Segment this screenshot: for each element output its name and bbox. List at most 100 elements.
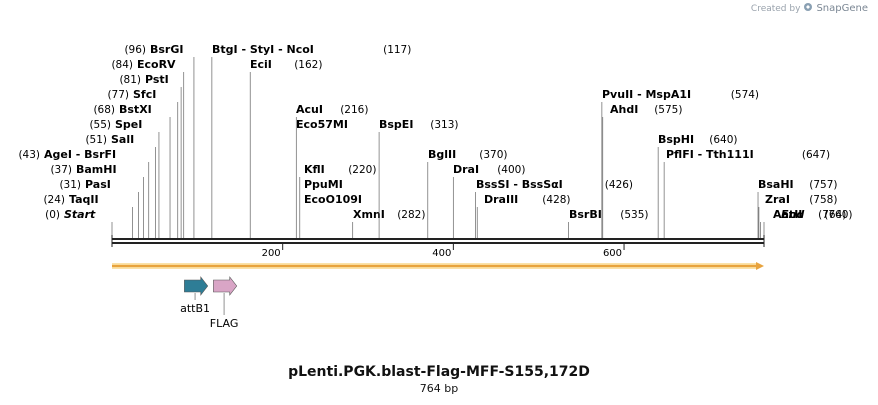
snapgene-logo-icon <box>803 2 813 15</box>
sequence-backbone <box>111 235 765 247</box>
site-name: PvuII - MspA1I <box>602 88 691 101</box>
end-marker-name: Start <box>64 208 96 221</box>
site-position: (162) <box>294 59 322 71</box>
site-position: (37) <box>50 164 72 176</box>
site-name: BglII <box>428 148 456 161</box>
site-position: (216) <box>340 104 368 116</box>
orf-arrow <box>112 262 764 270</box>
site-name: DraIII <box>484 193 518 206</box>
credit-prefix: Created by <box>750 3 801 14</box>
restriction-site: SfcI (77) <box>107 88 179 238</box>
site-position: (43) <box>18 149 40 161</box>
feature-arrow <box>213 276 238 296</box>
site-position: (117) <box>383 44 411 56</box>
ruler-ticks: 200 400 600 <box>262 243 625 259</box>
restriction-site: BspEI (313) <box>378 118 458 238</box>
site-position: (31) <box>59 179 81 191</box>
restriction-site: BspHI (640) <box>657 133 737 238</box>
restriction-site: PstI (81) <box>119 73 182 238</box>
restriction-site: TaqII (24) <box>43 193 133 238</box>
site-position: (220) <box>348 164 376 176</box>
restriction-site: AhdI (575) <box>602 103 682 238</box>
orf-arrowhead <box>756 262 764 270</box>
restriction-site: SpeI (55) <box>89 118 160 238</box>
restriction-site: BsrBI (535) <box>568 208 648 238</box>
site-position: (760) <box>824 209 852 221</box>
site-position: (647) <box>802 149 830 161</box>
site-name: EcoRV <box>137 58 176 71</box>
site-name: AgeI - BsrFI <box>44 148 116 161</box>
site-position: (574) <box>731 89 759 101</box>
feature-attb1: attB1 <box>180 276 210 315</box>
ruler-tick-label: 200 <box>262 248 281 259</box>
restriction-site: Eco57MI <box>296 118 348 131</box>
site-name: SalI <box>111 133 134 146</box>
restriction-site: PvuII - MspA1I (574) <box>601 88 759 238</box>
site-position: (757) <box>809 179 837 191</box>
ruler-tick-label: 400 <box>432 248 451 259</box>
feature-label: FLAG <box>210 317 239 330</box>
feature-flag: FLAG <box>210 276 239 330</box>
site-name: TaqII <box>69 193 99 206</box>
site-position: (764) <box>818 209 846 221</box>
site-name: KflI <box>304 163 325 176</box>
restriction-site: BtgI - StyI - NcoI (117) <box>211 43 411 238</box>
restriction-site: BglII (370) <box>427 148 507 238</box>
restriction-site: KflI (220) <box>299 163 376 238</box>
site-name: BsaHI <box>758 178 794 191</box>
site-position: (81) <box>119 74 141 86</box>
site-name: EcoO109I <box>304 193 362 206</box>
restriction-site: PasI (31) <box>59 178 139 238</box>
restriction-site: DraIII (428) <box>476 193 571 238</box>
restriction-site: PpuMI <box>304 178 343 191</box>
site-position: (640) <box>709 134 737 146</box>
plasmid-title: pLenti.PGK.blast-Flag-MFF-S155,172D <box>288 364 590 380</box>
restriction-site: SalI (51) <box>85 133 156 238</box>
restriction-site: BssSI - BssSαI (426) <box>475 178 633 238</box>
site-position: (282) <box>397 209 425 221</box>
site-name: PstI <box>145 73 169 86</box>
site-position: (24) <box>43 194 65 206</box>
restriction-site: EcoO109I <box>304 193 362 206</box>
site-position: (96) <box>124 44 146 56</box>
site-name: PflFI - Tth111I <box>666 148 754 161</box>
restriction-site: DraI (400) <box>452 163 525 238</box>
site-name: BsrGI <box>150 43 183 56</box>
site-position: (370) <box>479 149 507 161</box>
site-position: (51) <box>85 134 107 146</box>
restriction-site: BsaHI (757) <box>757 178 837 238</box>
site-labels: Start (0) TaqII (24) PasI (31)BamHI(37) AgeI -… <box>18 43 852 238</box>
site-name: ZraI <box>765 193 790 206</box>
restriction-site: EciI (162) <box>249 58 322 238</box>
site-position: (426) <box>605 179 633 191</box>
credit-brand: SnapGene <box>816 3 868 14</box>
site-name: Eco57MI <box>296 118 348 131</box>
plasmid-size: 764 bp <box>419 382 459 395</box>
restriction-site: BamHI (37) <box>50 163 144 238</box>
site-name: BtgI - StyI - NcoI <box>212 43 314 56</box>
site-name: BstXI <box>119 103 152 116</box>
site-position: (313) <box>430 119 458 131</box>
site-position: (0) <box>45 209 60 221</box>
site-name: SpeI <box>115 118 142 131</box>
end-marker-name: End <box>781 208 804 221</box>
feature-label: attB1 <box>180 302 210 315</box>
site-name: PpuMI <box>304 178 343 191</box>
site-position: (758) <box>809 194 837 206</box>
site-name: BspEI <box>379 118 413 131</box>
site-name: XmnI <box>353 208 385 221</box>
site-position: (77) <box>107 89 129 101</box>
site-position: (428) <box>542 194 570 206</box>
site-position: (55) <box>89 119 111 131</box>
site-name: BsrBI <box>569 208 602 221</box>
site-name: EciI <box>250 58 272 71</box>
site-position: (400) <box>497 164 525 176</box>
restriction-site: ZraI (758) <box>758 193 837 238</box>
site-name: AhdI <box>610 103 638 116</box>
restriction-site: XmnI (282) <box>352 208 425 238</box>
feature-arrow <box>184 276 209 296</box>
restriction-site: PflFI - Tth111I (647) <box>663 148 830 238</box>
end-marker: End (764) <box>763 208 846 238</box>
site-name: PasI <box>85 178 111 191</box>
